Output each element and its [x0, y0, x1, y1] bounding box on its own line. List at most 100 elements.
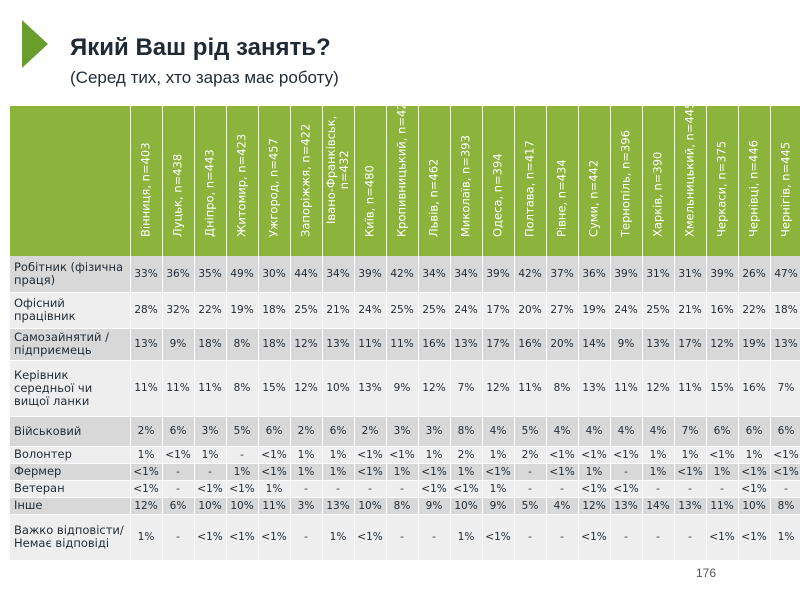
table-cell: 1% — [386, 463, 419, 481]
table-cell: <1% — [578, 446, 611, 464]
table-cell: 1% — [482, 446, 515, 464]
table-cell: 11% — [130, 360, 163, 417]
table-cell: 4% — [546, 497, 579, 515]
table-cell: 22% — [194, 292, 227, 329]
table-cell: 3% — [418, 416, 451, 447]
table-cell: - — [770, 480, 800, 498]
column-header-label: Рівне, n=434 — [555, 159, 569, 237]
table-cell: 1% — [130, 514, 163, 561]
table-cell: 1% — [450, 463, 483, 481]
table-cell: 1% — [322, 514, 355, 561]
table-cell: - — [290, 514, 323, 561]
table-cell: 42% — [514, 256, 547, 293]
column-header-line: Чернігів, n=445 — [778, 141, 793, 237]
table-cell: 13% — [642, 328, 675, 361]
table-cell: 8% — [450, 416, 483, 447]
table-cell: 2% — [450, 446, 483, 464]
table-cell: <1% — [738, 480, 771, 498]
table-cell: 1% — [642, 463, 675, 481]
column-header-line: Одеса, n=394 — [490, 153, 505, 237]
column-header: Ужгород, n=457 — [258, 106, 291, 256]
table-cell: 35% — [194, 256, 227, 293]
table-cell: 15% — [258, 360, 291, 417]
table-cell: 1% — [322, 463, 355, 481]
column-header: Рівне, n=434 — [546, 106, 579, 256]
table-cell: 1% — [770, 514, 800, 561]
column-header-line: Харків, n=390 — [650, 151, 665, 237]
column-header-label: Харків, n=390 — [650, 151, 665, 237]
chevron-right-icon — [0, 18, 48, 70]
table-cell: 8% — [226, 328, 259, 361]
table-cell: 21% — [322, 292, 355, 329]
occupation-table: Вінниця, n=403 Луцьк, n=438 Дніпро, n=443 Ж… — [10, 95, 800, 561]
table-cell: 7% — [770, 360, 800, 417]
table-cell: <1% — [258, 446, 291, 464]
table-cell: 16% — [514, 328, 547, 361]
column-header-label: Івано-Франківськ, n=432 — [324, 116, 351, 224]
table-cell: - — [706, 480, 739, 498]
column-header: Тернопіль, n=396 — [610, 106, 643, 256]
table-cell: 49% — [226, 256, 259, 293]
table-cell: <1% — [706, 514, 739, 561]
table-cell: <1% — [770, 463, 800, 481]
column-header: Житомир, n=423 — [226, 106, 259, 256]
row-label: Самозайнятий / підприємець — [10, 328, 131, 361]
table-cell: 17% — [482, 292, 515, 329]
column-header-label: Хмельницький, n=445 — [683, 102, 697, 237]
table-cell: 25% — [386, 292, 419, 329]
table-cell: <1% — [418, 463, 451, 481]
table-cell: 6% — [162, 497, 195, 515]
table-cell: 1% — [194, 446, 227, 464]
table-cell: 47% — [770, 256, 800, 293]
table-cell: - — [418, 514, 451, 561]
table-cell: 3% — [386, 416, 419, 447]
table-row: Військовий 2% 6% 3% 5% 6% 2% 6% 2% 3% 3% 8% 4% 5% 4% 4%… — [10, 416, 800, 447]
column-header-line: Львів, n=462 — [426, 158, 441, 237]
table-cell: 39% — [706, 256, 739, 293]
table-cell: 6% — [738, 416, 771, 447]
column-header-label: Миколаїв, n=393 — [458, 135, 473, 237]
table-cell: <1% — [258, 514, 291, 561]
column-header: Запоріжжя, n=422 — [290, 106, 323, 256]
table-cell: 6% — [162, 416, 195, 447]
column-header-label: Київ, n=480 — [363, 165, 377, 237]
table-cell: 31% — [674, 256, 707, 293]
table-cell: 18% — [194, 328, 227, 361]
table-cell: <1% — [194, 480, 227, 498]
column-header-line: Запоріжжя, n=422 — [298, 123, 313, 237]
table-cell: <1% — [546, 463, 579, 481]
table-cell: 13% — [578, 360, 611, 417]
table-cell: <1% — [194, 514, 227, 561]
table-cell: - — [642, 480, 675, 498]
table-cell: 9% — [386, 360, 419, 417]
column-header-label: Чернігів, n=445 — [778, 141, 793, 237]
table-cell: - — [642, 514, 675, 561]
table-cell: 44% — [290, 256, 323, 293]
table-cell: - — [226, 446, 259, 464]
table-cell: 10% — [354, 497, 387, 515]
table-cell: 24% — [610, 292, 643, 329]
table-cell: 13% — [450, 328, 483, 361]
table-cell: 13% — [322, 328, 355, 361]
column-header-label: Запоріжжя, n=422 — [298, 123, 313, 237]
table-cell: - — [290, 480, 323, 498]
table-cell: 11% — [162, 360, 195, 417]
table-cell: 5% — [514, 416, 547, 447]
table-cell: 8% — [386, 497, 419, 515]
column-header-line: Житомир, n=423 — [234, 133, 249, 237]
column-header: Чернівці, n=446 — [738, 106, 771, 256]
row-label: Ветеран — [10, 480, 131, 498]
column-header-line: Миколаїв, n=393 — [458, 135, 473, 237]
table-cell: 11% — [258, 497, 291, 515]
table-cell: <1% — [738, 514, 771, 561]
table-cell: <1% — [226, 514, 259, 561]
table-cell: 11% — [610, 360, 643, 417]
table-cell: - — [546, 514, 579, 561]
column-header-label: Кропивницький, n=426 — [395, 95, 409, 237]
table-cell: 13% — [130, 328, 163, 361]
column-header-label: Луцьк, n=438 — [171, 154, 185, 237]
table-cell: - — [386, 480, 419, 498]
table-cell: 4% — [578, 416, 611, 447]
table-cell: <1% — [610, 480, 643, 498]
column-header: Миколаїв, n=393 — [450, 106, 483, 256]
